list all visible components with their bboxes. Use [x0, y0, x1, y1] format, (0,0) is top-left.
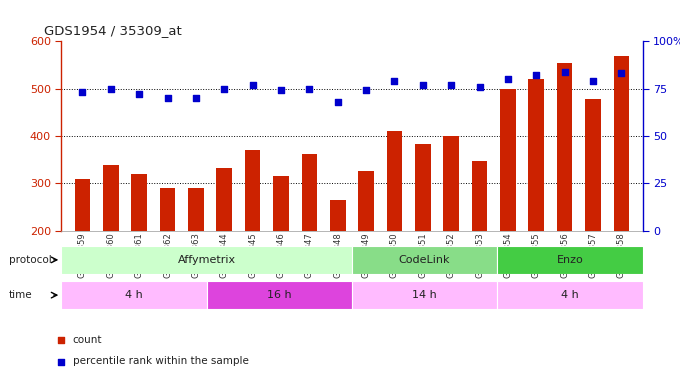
Point — [190, 95, 201, 101]
Text: percentile rank within the sample: percentile rank within the sample — [73, 357, 249, 366]
Bar — [103, 165, 118, 325]
Bar — [443, 136, 459, 325]
Bar — [500, 88, 515, 325]
Bar — [472, 160, 488, 325]
Bar — [497, 246, 643, 274]
Point — [77, 89, 88, 95]
Point — [418, 82, 428, 88]
Bar — [75, 178, 90, 325]
Bar — [245, 150, 260, 325]
Point — [559, 69, 570, 75]
Text: 4 h: 4 h — [561, 290, 579, 300]
Point — [248, 82, 258, 88]
Bar — [557, 63, 573, 325]
Bar — [415, 144, 430, 325]
Bar — [131, 174, 147, 325]
Point — [333, 99, 343, 105]
Text: 14 h: 14 h — [412, 290, 437, 300]
Bar — [207, 281, 352, 309]
Point — [304, 86, 315, 92]
Bar — [358, 171, 374, 325]
Point — [134, 91, 145, 97]
Text: 4 h: 4 h — [125, 290, 143, 300]
Bar — [352, 246, 497, 274]
Point — [389, 78, 400, 84]
Point — [346, 255, 358, 261]
Point — [616, 70, 627, 76]
Text: Affymetrix: Affymetrix — [177, 255, 235, 265]
Bar — [188, 188, 204, 325]
Bar — [301, 154, 317, 325]
Point — [531, 72, 542, 78]
Bar — [330, 200, 345, 325]
Point — [105, 86, 116, 92]
Point — [162, 95, 173, 101]
Text: 16 h: 16 h — [267, 290, 292, 300]
Text: CodeLink: CodeLink — [399, 255, 450, 265]
Text: count: count — [73, 334, 102, 345]
Text: time: time — [9, 290, 33, 300]
Point — [588, 78, 598, 84]
Bar — [528, 79, 544, 325]
Bar — [387, 131, 403, 325]
Point — [503, 76, 513, 82]
Bar — [352, 281, 497, 309]
Text: protocol: protocol — [9, 255, 52, 265]
Text: Enzo: Enzo — [556, 255, 583, 265]
Bar — [273, 176, 289, 325]
Bar — [497, 281, 643, 309]
Point — [445, 82, 456, 88]
Point — [360, 87, 371, 93]
Bar — [585, 99, 600, 325]
Point — [219, 86, 230, 92]
Bar — [216, 168, 232, 325]
Point — [474, 84, 485, 90]
Bar — [61, 281, 207, 309]
Bar — [613, 56, 629, 325]
Point — [275, 87, 286, 93]
Text: GDS1954 / 35309_at: GDS1954 / 35309_at — [44, 24, 182, 37]
Point — [346, 56, 358, 62]
Bar — [61, 246, 352, 274]
Bar — [160, 188, 175, 325]
